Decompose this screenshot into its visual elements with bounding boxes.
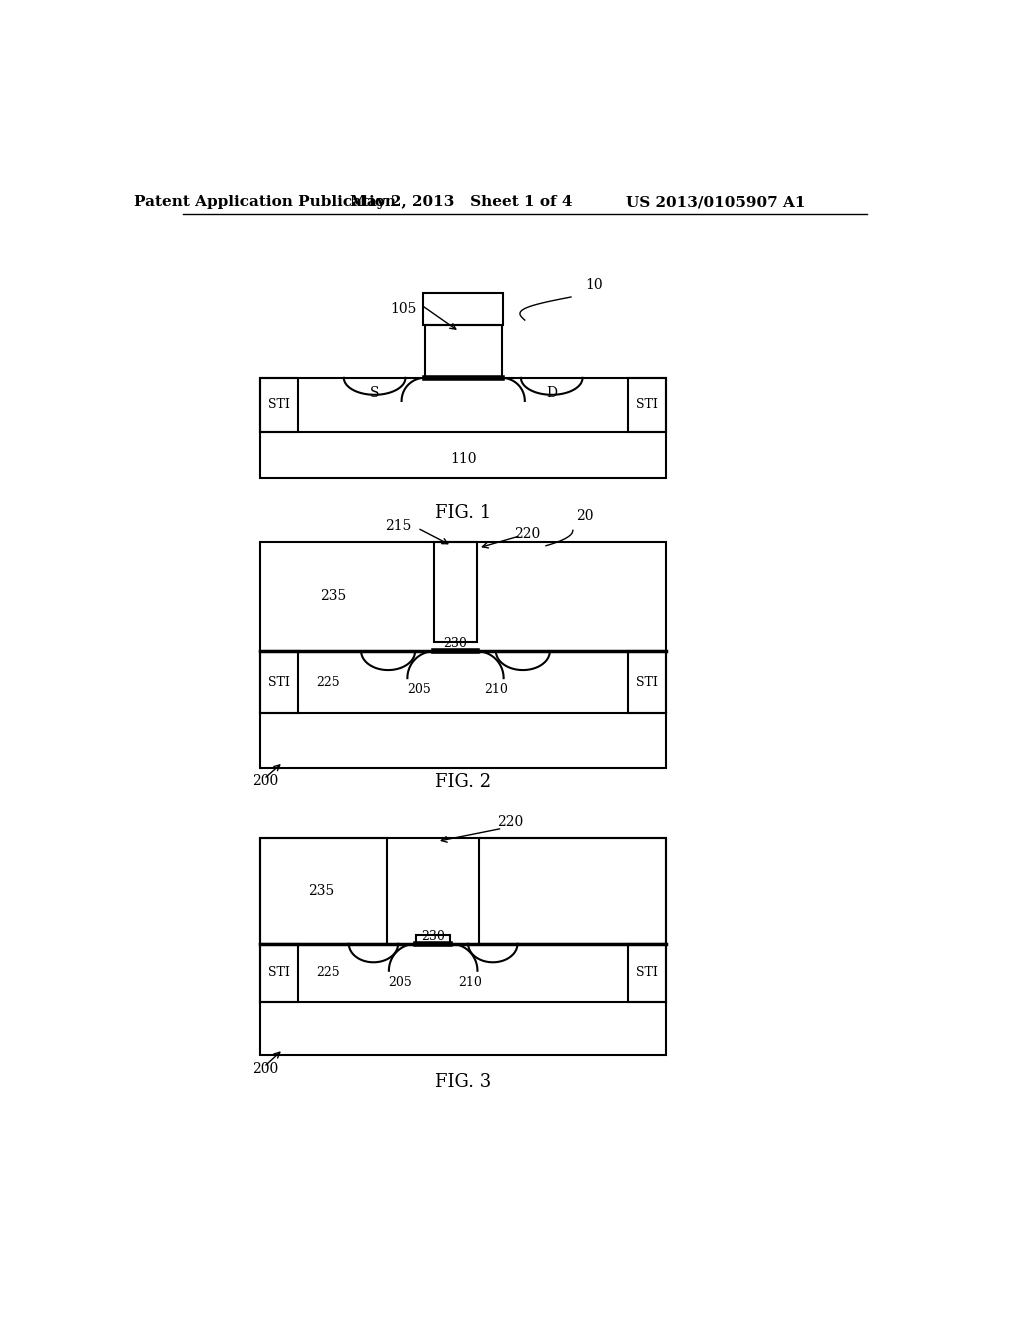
Text: 20: 20 <box>575 510 593 524</box>
Bar <box>425 325 502 378</box>
Text: 205: 205 <box>388 975 412 989</box>
Text: STI: STI <box>636 966 658 979</box>
Text: S: S <box>370 387 380 400</box>
Bar <box>260 378 667 478</box>
Bar <box>479 838 667 944</box>
Text: 230: 230 <box>443 638 467 649</box>
Bar <box>423 293 503 325</box>
Bar <box>260 541 667 768</box>
Bar <box>416 935 451 944</box>
Bar <box>628 378 667 432</box>
Bar <box>260 378 298 432</box>
Text: 10: 10 <box>586 279 603 293</box>
Text: STI: STI <box>268 966 290 979</box>
Text: Patent Application Publication: Patent Application Publication <box>134 195 396 210</box>
Text: 205: 205 <box>407 684 430 696</box>
Text: 215: 215 <box>385 520 412 533</box>
Text: FIG. 2: FIG. 2 <box>435 774 492 791</box>
Bar <box>260 838 667 1056</box>
Bar <box>628 944 667 1002</box>
Text: 200: 200 <box>252 1061 279 1076</box>
Text: 110: 110 <box>450 451 476 466</box>
Text: STI: STI <box>268 676 290 689</box>
Text: 200: 200 <box>252 774 279 788</box>
Text: 225: 225 <box>315 966 340 979</box>
Text: FIG. 1: FIG. 1 <box>435 504 492 521</box>
Text: 235: 235 <box>308 883 335 898</box>
Bar <box>628 651 667 713</box>
Text: 210: 210 <box>484 684 508 696</box>
Text: May 2, 2013   Sheet 1 of 4: May 2, 2013 Sheet 1 of 4 <box>350 195 572 210</box>
Bar <box>434 541 477 642</box>
Text: STI: STI <box>268 399 290 412</box>
Bar <box>260 651 298 713</box>
Text: STI: STI <box>636 676 658 689</box>
Bar <box>260 944 298 1002</box>
Text: 235: 235 <box>319 589 346 603</box>
Text: US 2013/0105907 A1: US 2013/0105907 A1 <box>626 195 806 210</box>
Text: 220: 220 <box>497 816 523 829</box>
Text: 225: 225 <box>315 676 340 689</box>
Bar <box>260 838 387 944</box>
Text: D: D <box>546 387 557 400</box>
Text: 220: 220 <box>514 527 540 541</box>
Text: FIG. 3: FIG. 3 <box>435 1073 492 1092</box>
Text: 230: 230 <box>421 929 445 942</box>
Text: STI: STI <box>636 399 658 412</box>
Text: 105: 105 <box>390 301 417 315</box>
Text: 210: 210 <box>458 975 482 989</box>
